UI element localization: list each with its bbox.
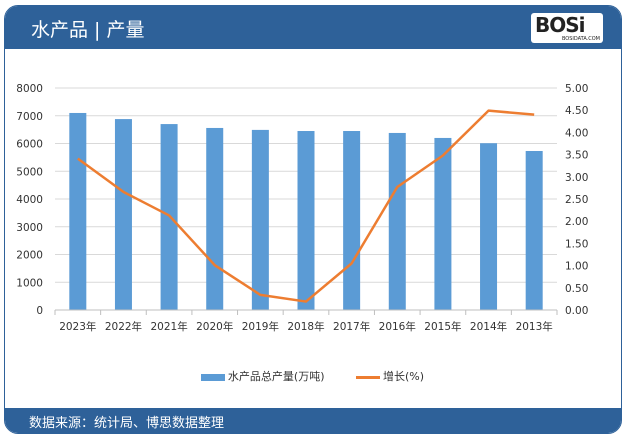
y-right-tick-label: 3.00	[565, 172, 588, 184]
y-left-tick-label: 3000	[16, 222, 43, 234]
y-right-tick-label: 4.00	[565, 127, 588, 139]
x-tick-label: 2017年	[333, 320, 370, 333]
bar	[388, 132, 406, 310]
footer-bar: 数据来源：统计局、博思数据整理	[5, 408, 621, 433]
x-tick-label: 2021年	[150, 320, 187, 333]
legend-item-bar: 水产品总产量(万吨)	[200, 368, 325, 384]
bar	[525, 150, 543, 310]
y-left-tick-label: 5000	[16, 166, 43, 178]
x-tick-label: 2023年	[59, 320, 96, 333]
legend-swatch-bar	[200, 373, 225, 381]
x-tick-label: 2020年	[196, 320, 233, 333]
bar	[114, 119, 132, 310]
chart-card: 水产品 | 产量 BOSi BOSIDATA.COM 数据来源：统计局、博思数据…	[4, 5, 622, 434]
y-right-tick-label: 2.50	[565, 194, 588, 206]
logo-mark: BOSi	[535, 13, 586, 37]
bar	[343, 131, 361, 310]
legend-swatch-line	[356, 375, 381, 379]
bar	[297, 131, 315, 310]
bar	[480, 143, 498, 310]
x-tick-label: 2018年	[287, 320, 324, 333]
x-tick-label: 2013年	[516, 320, 553, 333]
x-tick-label: 2014年	[470, 320, 507, 333]
y-right-tick-label: 2.00	[565, 216, 588, 228]
y-left-tick-label: 0	[36, 305, 43, 317]
y-right-tick-label: 3.50	[565, 150, 588, 162]
legend-item-line: 增长(%)	[356, 368, 424, 384]
growth-line	[77, 109, 535, 303]
y-right-tick-label: 5.00	[565, 83, 588, 95]
bosi-logo: BOSi BOSIDATA.COM	[531, 13, 603, 43]
y-left-tick-label: 7000	[16, 111, 43, 123]
x-tick-label: 2015年	[424, 320, 461, 333]
y-left-tick-label: 8000	[16, 83, 43, 95]
y-right-tick-label: 0.00	[565, 305, 588, 317]
x-tick-label: 2016年	[379, 320, 416, 333]
bar	[69, 112, 87, 310]
data-source: 数据来源：统计局、博思数据整理	[29, 416, 225, 431]
x-tick-label: 2022年	[105, 320, 142, 333]
header-bar: 水产品 | 产量 BOSi BOSIDATA.COM	[5, 6, 621, 49]
logo-url: BOSIDATA.COM	[561, 36, 600, 42]
y-right-tick-label: 1.50	[565, 238, 588, 250]
legend-label-bar: 水产品总产量(万吨)	[227, 370, 325, 383]
bar	[434, 137, 452, 310]
y-right-tick-label: 4.50	[565, 105, 588, 117]
legend: 水产品总产量(万吨) 增长(%)	[0, 368, 625, 384]
x-tick-label: 2019年	[242, 320, 279, 333]
y-right-tick-label: 1.00	[565, 261, 588, 273]
y-left-tick-label: 2000	[16, 250, 43, 262]
y-right-tick-label: 0.50	[565, 283, 588, 295]
bar	[251, 129, 269, 310]
legend-label-line: 增长(%)	[383, 370, 425, 383]
y-left-tick-label: 1000	[16, 277, 43, 289]
y-left-tick-label: 4000	[16, 194, 43, 206]
page-title: 水产品 | 产量	[31, 19, 145, 41]
bar	[206, 127, 224, 311]
y-left-tick-label: 6000	[16, 139, 43, 151]
